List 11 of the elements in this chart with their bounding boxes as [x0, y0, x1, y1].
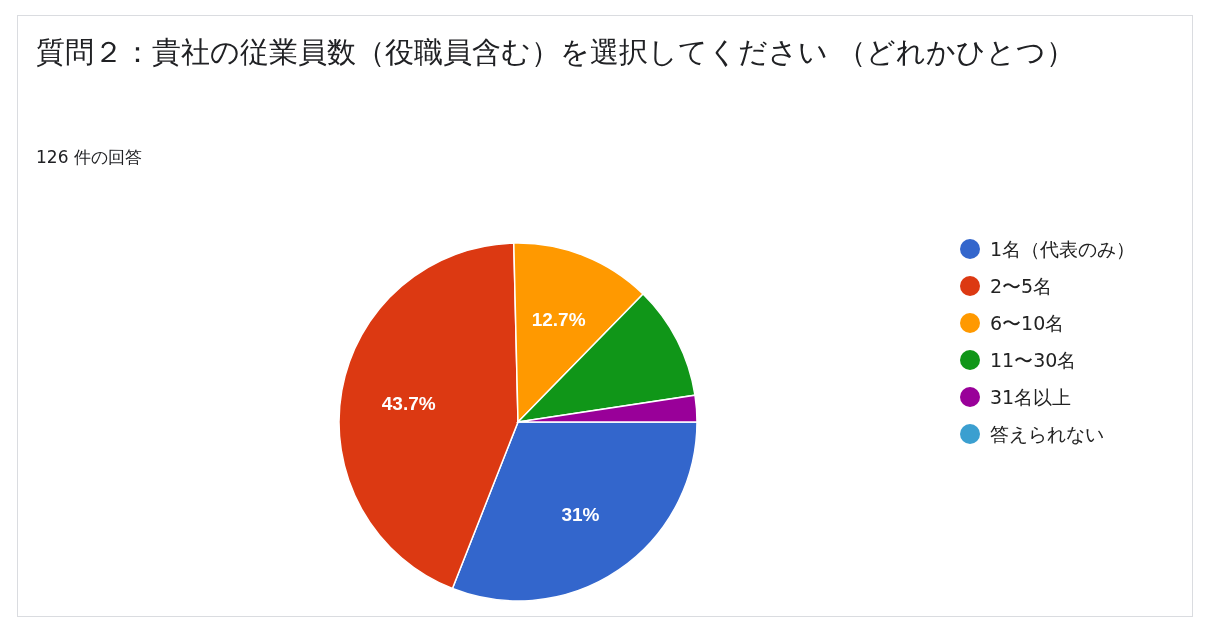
data-label: 43.7%	[381, 392, 436, 414]
data-label: 31%	[561, 503, 600, 525]
chart-title: 質問２：貴社の従業員数（役職員含む）を選択してください （どれかひとつ）	[36, 35, 1077, 71]
legend-label: 31名以上	[990, 386, 1072, 408]
legend-label: 1名（代表のみ）	[990, 238, 1136, 260]
text: 126 件の回答	[36, 146, 142, 169]
legend-label: 6〜10名	[990, 312, 1065, 334]
legend-label: 2〜5名	[990, 275, 1053, 297]
legend-label: 答えられない	[990, 423, 1104, 445]
legend-label: 11〜30名	[990, 349, 1077, 371]
data-label: 12.7%	[531, 308, 586, 330]
